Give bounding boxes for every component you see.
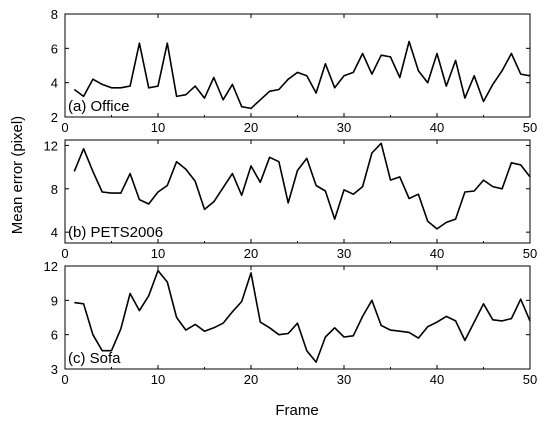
x-tick-label: 40 bbox=[430, 246, 444, 261]
y-tick-label: 6 bbox=[51, 328, 58, 343]
series-line bbox=[74, 269, 531, 363]
series-line bbox=[73, 40, 531, 110]
y-tick-label: 6 bbox=[51, 41, 58, 56]
series-line bbox=[73, 142, 531, 230]
y-tick-label: 9 bbox=[51, 293, 58, 308]
x-tick-label: 30 bbox=[337, 372, 351, 387]
y-tick-label: 4 bbox=[51, 225, 58, 240]
x-tick-label: 10 bbox=[151, 372, 165, 387]
panel-label: (b) PETS2006 bbox=[68, 224, 163, 241]
x-tick-label: 10 bbox=[151, 246, 165, 261]
x-tick-label: 20 bbox=[244, 120, 258, 135]
panel-label: (c) Sofa bbox=[68, 350, 121, 367]
y-tick-label: 2 bbox=[51, 110, 58, 125]
x-tick-label: 50 bbox=[523, 372, 537, 387]
x-tick-label: 40 bbox=[430, 120, 444, 135]
panel-1: 0 10 20 30 40 50 4 8 12 (b) PETS2006 bbox=[44, 138, 538, 261]
y-tick-label: 12 bbox=[44, 259, 58, 274]
y-tick-label: 8 bbox=[51, 7, 58, 22]
y-tick-label: 3 bbox=[51, 362, 58, 377]
x-tick-label: 0 bbox=[61, 120, 68, 135]
x-axis-title: Frame bbox=[275, 402, 318, 419]
x-tick-label: 0 bbox=[61, 372, 68, 387]
x-tick-label: 20 bbox=[244, 246, 258, 261]
y-tick-label: 8 bbox=[51, 182, 58, 197]
x-tick-label: 30 bbox=[337, 246, 351, 261]
x-tick-label: 40 bbox=[430, 372, 444, 387]
y-axis-title: Mean error (pixel) bbox=[9, 116, 26, 234]
panel-2: 0 10 20 30 40 50 3 6 9 12 (c) Sofa bbox=[44, 259, 538, 387]
x-tick-label: 30 bbox=[337, 120, 351, 135]
x-tick-label: 0 bbox=[61, 246, 68, 261]
x-tick-label: 20 bbox=[244, 372, 258, 387]
x-tick-label: 10 bbox=[151, 120, 165, 135]
plot-frame bbox=[64, 265, 531, 370]
panel-0: 0 10 20 30 40 50 2 4 6 8 (a) Office bbox=[51, 7, 537, 135]
y-tick-label: 4 bbox=[51, 76, 58, 91]
x-tick-label: 50 bbox=[523, 120, 537, 135]
panel-label: (a) Office bbox=[68, 98, 129, 115]
y-tick-label: 12 bbox=[44, 138, 58, 153]
x-tick-label: 50 bbox=[523, 246, 537, 261]
